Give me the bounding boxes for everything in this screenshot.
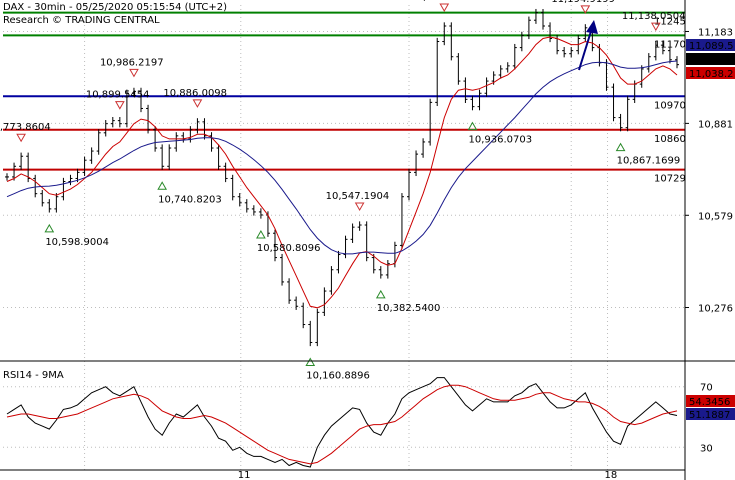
moving-average-line (6, 36, 678, 309)
pivot-label: 11,201.1797 (410, 0, 474, 3)
last-price-label: 11,073.9 (689, 55, 734, 66)
pivot-label: 10,886.0098 (163, 88, 227, 99)
rsi-last-label: 51.1887 (689, 410, 730, 421)
rsi-last-label: 54.3456 (689, 397, 730, 408)
support-marker (615, 142, 626, 152)
support-marker (305, 357, 316, 366)
y-tick-label: 10,579 (698, 211, 733, 222)
chart-header-title: DAX - 30min - 05/25/2020 05:15:54 (UTC+2… (3, 2, 227, 13)
resistance-marker (650, 22, 661, 32)
pivot-label: 11,138.0504 (622, 11, 686, 22)
rsi-last-tag (686, 395, 735, 407)
level-label: 10860 (654, 134, 686, 145)
support-resistance-lines: 11245 11170 10970 10860 10729 (3, 11, 686, 185)
last-price-label: 11,089.5 (689, 41, 734, 52)
x-tick-label: 18 (605, 470, 618, 480)
chart-header-research: Research © TRADING CENTRAL (3, 15, 160, 26)
resistance-marker (114, 101, 125, 110)
resistance-marker (439, 3, 450, 13)
level-label: 10970 (654, 100, 686, 111)
pivot-label: 10,740.8203 (158, 194, 222, 205)
last-price-tag (686, 67, 735, 79)
moving-average-line (6, 60, 678, 255)
pivot-label: 10,986.2197 (100, 57, 164, 68)
pivot-markers (16, 3, 661, 366)
price-series (5, 8, 679, 347)
support-marker (157, 181, 168, 190)
pivot-label: 10,547.1904 (326, 191, 390, 202)
projection-arrow-icon (578, 20, 598, 71)
rsi-line (6, 384, 678, 465)
resistance-marker (129, 68, 139, 78)
chart-labels: 10,773.8604 10,598.9004 10,986.2197 10,899.… (0, 0, 735, 421)
resistance-marker (580, 5, 591, 14)
level-label: 11245 (654, 17, 686, 28)
last-price-tag (686, 53, 735, 65)
support-marker (44, 223, 55, 233)
resistance-marker (354, 202, 365, 212)
pivot-label: 10,160.8896 (306, 370, 370, 381)
pivot-label: 10,773.8604 (0, 122, 51, 133)
rsi-y-tick-label: 30 (700, 443, 713, 454)
pivot-label: 10,899.5454 (86, 90, 150, 101)
pivot-label: 11,194.9199 (551, 0, 615, 5)
pivot-label: 10,580.8096 (257, 243, 321, 254)
pivot-label: 10,382.5400 (377, 303, 441, 314)
y-tick-label: 11,183 (698, 27, 733, 38)
resistance-marker (16, 133, 26, 143)
rsi-line (6, 377, 678, 468)
last-price-label: 11,038.2 (689, 69, 734, 80)
support-marker (375, 289, 386, 299)
resistance-marker (192, 99, 203, 108)
rsi-series (6, 377, 678, 468)
level-label: 10729 (654, 174, 686, 185)
y-tick-label: 10,881 (698, 119, 733, 130)
rsi-panel-label: RSI14 - 9MA (3, 370, 64, 381)
last-price-tag (686, 39, 735, 51)
x-tick-label: 11 (238, 470, 251, 480)
rsi-y-tick-label: 70 (700, 383, 713, 394)
support-marker (256, 229, 266, 239)
y-tick-label: 10,276 (698, 303, 733, 314)
level-label: 11170 (654, 39, 686, 50)
pivot-label: 10,598.9004 (45, 237, 109, 248)
pivot-label: 10,867.1699 (617, 156, 681, 167)
pivot-label: 10,936.0703 (468, 135, 532, 146)
support-marker (467, 121, 478, 131)
grid-lines (3, 5, 685, 470)
rsi-last-tag (686, 408, 735, 420)
